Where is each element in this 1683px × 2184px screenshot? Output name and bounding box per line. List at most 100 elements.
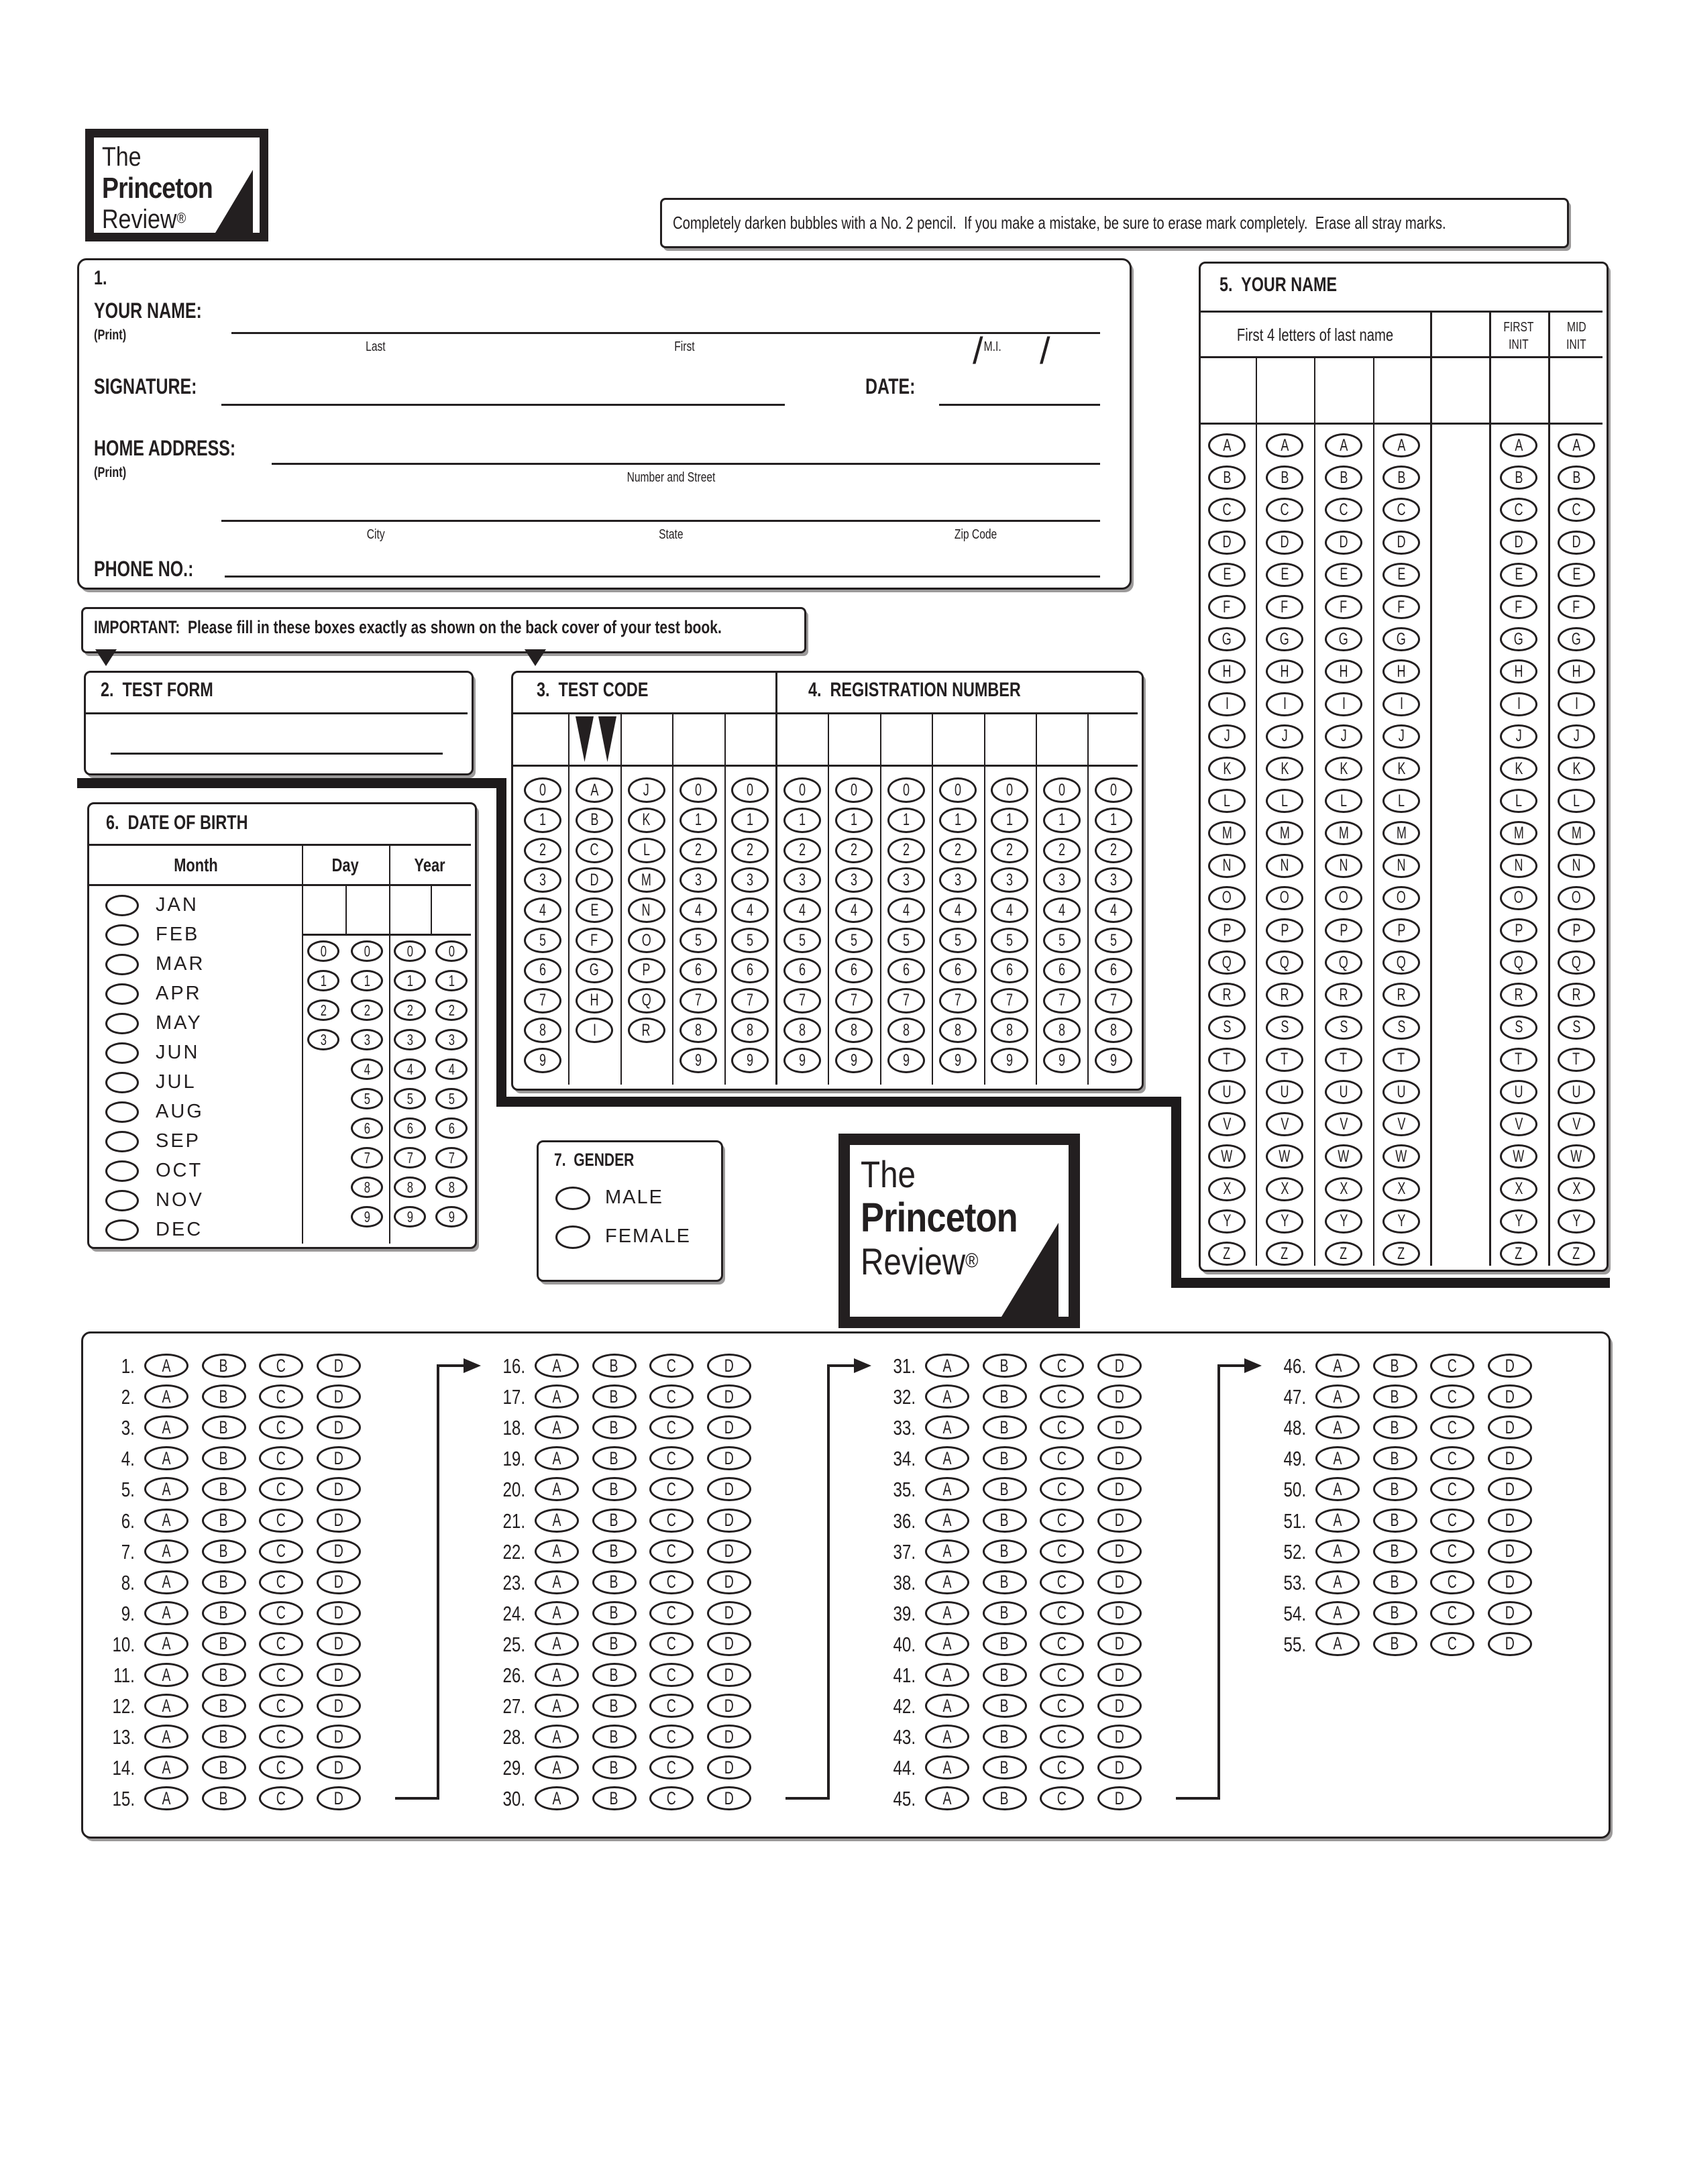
last-letter-1-bubble-D[interactable]: D: [1208, 530, 1246, 555]
test-code-col3-bubble-Q[interactable]: Q: [627, 987, 665, 1014]
q53-choice-A[interactable]: A: [1315, 1570, 1360, 1594]
q6-choice-B[interactable]: B: [201, 1508, 246, 1533]
q15-choice-A[interactable]: A: [144, 1786, 188, 1811]
last-letter-3-bubble-T[interactable]: T: [1325, 1047, 1362, 1072]
q4-choice-B[interactable]: B: [201, 1446, 246, 1471]
last-letter-4-bubble-X[interactable]: X: [1382, 1177, 1420, 1201]
q6-choice-C[interactable]: C: [259, 1508, 303, 1533]
registration-col3-bubble-5[interactable]: 5: [887, 928, 925, 953]
registration-col3-bubble-0[interactable]: 0: [887, 777, 925, 803]
q21-choice-C[interactable]: C: [649, 1508, 694, 1533]
registration-col6-bubble-2[interactable]: 2: [1042, 837, 1081, 863]
q54-choice-B[interactable]: B: [1372, 1600, 1417, 1625]
q10-choice-B[interactable]: B: [201, 1631, 246, 1656]
first-init-bubble-Y[interactable]: Y: [1500, 1209, 1537, 1234]
last-letter-4-bubble-P[interactable]: P: [1382, 918, 1420, 942]
q47-choice-D[interactable]: D: [1487, 1384, 1532, 1409]
dob-day-ones-bubble-8[interactable]: 8: [351, 1177, 383, 1198]
last-letter-1-bubble-P[interactable]: P: [1208, 918, 1246, 942]
address-input-line[interactable]: [272, 463, 1100, 465]
q20-choice-A[interactable]: A: [535, 1477, 579, 1502]
first-init-bubble-X[interactable]: X: [1500, 1177, 1537, 1201]
q2-choice-D[interactable]: D: [316, 1384, 361, 1409]
registration-col5-bubble-0[interactable]: 0: [991, 777, 1029, 803]
q20-choice-D[interactable]: D: [706, 1477, 751, 1502]
test-code-col4-bubble-8[interactable]: 8: [679, 1018, 717, 1044]
registration-col7-bubble-4[interactable]: 4: [1095, 897, 1133, 924]
dob-day-ones-bubble-1[interactable]: 1: [351, 970, 383, 991]
q47-choice-C[interactable]: C: [1430, 1384, 1474, 1409]
q33-choice-B[interactable]: B: [982, 1415, 1027, 1440]
test-code-col2-bubble-D[interactable]: D: [576, 867, 614, 893]
first-init-bubble-M[interactable]: M: [1500, 821, 1537, 846]
q39-choice-A[interactable]: A: [925, 1600, 969, 1625]
q55-choice-A[interactable]: A: [1315, 1631, 1360, 1656]
q32-choice-A[interactable]: A: [925, 1384, 969, 1409]
last-letter-3-bubble-C[interactable]: C: [1325, 498, 1362, 523]
registration-col6-bubble-6[interactable]: 6: [1042, 957, 1081, 983]
registration-col1-bubble-9[interactable]: 9: [783, 1048, 821, 1074]
registration-col4-bubble-6[interactable]: 6: [938, 957, 977, 983]
test-code-col5-bubble-7[interactable]: 7: [731, 987, 769, 1014]
registration-col7-bubble-2[interactable]: 2: [1095, 837, 1133, 863]
q40-choice-A[interactable]: A: [925, 1631, 969, 1656]
last-letter-1-bubble-M[interactable]: M: [1208, 821, 1246, 846]
q25-choice-C[interactable]: C: [649, 1631, 694, 1656]
test-code-col3-bubble-J[interactable]: J: [627, 777, 665, 803]
dob-year-tens-bubble-7[interactable]: 7: [394, 1147, 426, 1168]
test-code-col1-bubble-9[interactable]: 9: [523, 1048, 561, 1074]
last-letter-1-bubble-K[interactable]: K: [1208, 757, 1246, 781]
q22-choice-C[interactable]: C: [649, 1539, 694, 1564]
mid-init-bubble-M[interactable]: M: [1558, 821, 1595, 846]
q24-choice-A[interactable]: A: [535, 1600, 579, 1625]
test-code-col1-bubble-6[interactable]: 6: [523, 957, 561, 983]
last-letter-4-bubble-L[interactable]: L: [1382, 789, 1420, 814]
mid-init-bubble-P[interactable]: P: [1558, 918, 1595, 942]
q36-choice-C[interactable]: C: [1040, 1508, 1084, 1533]
dob-month-bubble-MAR[interactable]: [105, 954, 139, 975]
last-letter-3-bubble-W[interactable]: W: [1325, 1144, 1362, 1169]
registration-col2-bubble-1[interactable]: 1: [835, 807, 873, 833]
q36-choice-D[interactable]: D: [1097, 1508, 1142, 1533]
registration-col5-bubble-8[interactable]: 8: [991, 1018, 1029, 1044]
last-letter-1-bubble-I[interactable]: I: [1208, 692, 1246, 716]
last-letter-3-bubble-X[interactable]: X: [1325, 1177, 1362, 1201]
q38-choice-C[interactable]: C: [1040, 1570, 1084, 1594]
q17-choice-A[interactable]: A: [535, 1384, 579, 1409]
last-letter-3-bubble-I[interactable]: I: [1325, 692, 1362, 716]
test-code-col1-bubble-5[interactable]: 5: [523, 928, 561, 953]
test-code-col3-bubble-R[interactable]: R: [627, 1018, 665, 1044]
test-code-col5-bubble-8[interactable]: 8: [731, 1018, 769, 1044]
last-letter-2-bubble-P[interactable]: P: [1266, 918, 1303, 942]
q40-choice-C[interactable]: C: [1040, 1631, 1084, 1656]
registration-col6-bubble-5[interactable]: 5: [1042, 928, 1081, 953]
last-letter-3-bubble-S[interactable]: S: [1325, 1015, 1362, 1040]
last-letter-2-bubble-Z[interactable]: Z: [1266, 1242, 1303, 1266]
q48-choice-C[interactable]: C: [1430, 1415, 1474, 1440]
q55-choice-B[interactable]: B: [1372, 1631, 1417, 1656]
last-letter-4-bubble-B[interactable]: B: [1382, 466, 1420, 490]
q1-choice-D[interactable]: D: [316, 1354, 361, 1378]
last-letter-4-bubble-M[interactable]: M: [1382, 821, 1420, 846]
q1-choice-B[interactable]: B: [201, 1354, 246, 1378]
test-code-col3-bubble-N[interactable]: N: [627, 897, 665, 924]
last-letter-3-bubble-M[interactable]: M: [1325, 821, 1362, 846]
registration-col5-bubble-5[interactable]: 5: [991, 928, 1029, 953]
test-code-col4-bubble-3[interactable]: 3: [679, 867, 717, 893]
q25-choice-B[interactable]: B: [592, 1631, 637, 1656]
first-init-bubble-O[interactable]: O: [1500, 885, 1537, 910]
q37-choice-D[interactable]: D: [1097, 1539, 1142, 1564]
first-init-bubble-W[interactable]: W: [1500, 1144, 1537, 1169]
q3-choice-D[interactable]: D: [316, 1415, 361, 1440]
q24-choice-D[interactable]: D: [706, 1600, 751, 1625]
last-letter-2-bubble-G[interactable]: G: [1266, 627, 1303, 652]
registration-col6-bubble-7[interactable]: 7: [1042, 987, 1081, 1014]
dob-year-ones-bubble-7[interactable]: 7: [435, 1147, 468, 1168]
q31-choice-D[interactable]: D: [1097, 1354, 1142, 1378]
q33-choice-A[interactable]: A: [925, 1415, 969, 1440]
registration-col7-bubble-7[interactable]: 7: [1095, 987, 1133, 1014]
registration-col2-bubble-4[interactable]: 4: [835, 897, 873, 924]
q37-choice-A[interactable]: A: [925, 1539, 969, 1564]
registration-col5-bubble-2[interactable]: 2: [991, 837, 1029, 863]
q9-choice-B[interactable]: B: [201, 1600, 246, 1625]
